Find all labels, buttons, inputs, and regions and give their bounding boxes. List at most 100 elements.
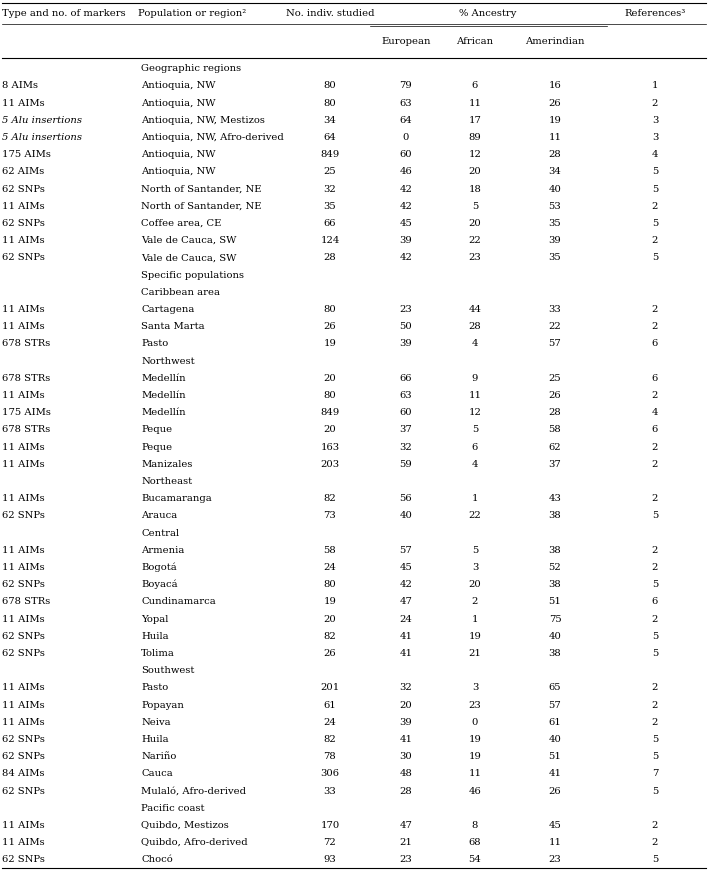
Text: 66: 66 (324, 219, 336, 228)
Text: 6: 6 (652, 340, 658, 348)
Text: 52: 52 (549, 563, 561, 572)
Text: 64: 64 (324, 132, 336, 142)
Text: 82: 82 (324, 632, 336, 641)
Text: 65: 65 (549, 684, 561, 693)
Text: Yopal: Yopal (141, 614, 169, 623)
Text: 78: 78 (324, 752, 336, 761)
Text: Huila: Huila (141, 735, 169, 744)
Text: 2: 2 (652, 460, 658, 469)
Text: 19: 19 (469, 735, 481, 744)
Text: 80: 80 (324, 391, 336, 400)
Text: 5: 5 (472, 202, 478, 211)
Text: 28: 28 (469, 322, 481, 331)
Text: 22: 22 (549, 322, 561, 331)
Text: 11 AIMs: 11 AIMs (2, 838, 45, 847)
Text: 5: 5 (652, 752, 658, 761)
Text: Medellín: Medellín (141, 408, 185, 417)
Text: Caribbean area: Caribbean area (141, 288, 220, 297)
Text: Antioquia, NW, Afro-derived: Antioquia, NW, Afro-derived (141, 132, 284, 142)
Text: Boyacá: Boyacá (141, 580, 178, 589)
Text: 11 AIMs: 11 AIMs (2, 443, 45, 452)
Text: 62 SNPs: 62 SNPs (2, 752, 45, 761)
Text: 80: 80 (324, 581, 336, 589)
Text: 26: 26 (324, 322, 336, 331)
Text: 18: 18 (469, 185, 481, 194)
Text: 5: 5 (652, 787, 658, 796)
Text: 37: 37 (399, 425, 412, 435)
Text: 2: 2 (472, 597, 478, 606)
Text: Northwest: Northwest (141, 356, 195, 365)
Text: 163: 163 (321, 443, 340, 452)
Text: 2: 2 (652, 563, 658, 572)
Text: 42: 42 (399, 253, 413, 262)
Text: 45: 45 (399, 563, 413, 572)
Text: 68: 68 (469, 838, 481, 847)
Text: 41: 41 (399, 649, 413, 658)
Text: 72: 72 (324, 838, 336, 847)
Text: 82: 82 (324, 494, 336, 503)
Text: 11 AIMs: 11 AIMs (2, 99, 45, 108)
Text: 89: 89 (469, 132, 481, 142)
Text: 28: 28 (324, 253, 336, 262)
Text: 35: 35 (549, 219, 561, 228)
Text: 23: 23 (469, 253, 481, 262)
Text: 62 SNPs: 62 SNPs (2, 787, 45, 796)
Text: African: African (457, 36, 493, 45)
Text: 175 AIMs: 175 AIMs (2, 150, 51, 159)
Text: 79: 79 (399, 81, 412, 91)
Text: References³: References³ (624, 9, 685, 18)
Text: 41: 41 (399, 632, 413, 641)
Text: 7: 7 (652, 769, 658, 778)
Text: 39: 39 (399, 340, 412, 348)
Text: 28: 28 (399, 787, 412, 796)
Text: 3: 3 (652, 132, 658, 142)
Text: Bogotá: Bogotá (141, 563, 177, 573)
Text: 46: 46 (399, 167, 412, 176)
Text: 6: 6 (472, 81, 478, 91)
Text: 11 AIMs: 11 AIMs (2, 684, 45, 693)
Text: 20: 20 (399, 701, 412, 709)
Text: Antioquia, NW: Antioquia, NW (141, 167, 215, 176)
Text: 12: 12 (469, 408, 481, 417)
Text: Specific populations: Specific populations (141, 270, 244, 279)
Text: 33: 33 (549, 305, 561, 314)
Text: Santa Marta: Santa Marta (141, 322, 205, 331)
Text: Arauca: Arauca (141, 511, 177, 520)
Text: 21: 21 (469, 649, 481, 658)
Text: 62 SNPs: 62 SNPs (2, 581, 45, 589)
Text: 2: 2 (652, 236, 658, 245)
Text: 75: 75 (549, 614, 561, 623)
Text: 6: 6 (652, 373, 658, 382)
Text: 56: 56 (400, 494, 412, 503)
Text: 66: 66 (400, 373, 412, 382)
Text: 24: 24 (399, 614, 413, 623)
Text: Peque: Peque (141, 443, 172, 452)
Text: 5: 5 (652, 253, 658, 262)
Text: 6: 6 (472, 443, 478, 452)
Text: 5: 5 (652, 511, 658, 520)
Text: % Ancestry: % Ancestry (459, 9, 517, 18)
Text: 5: 5 (652, 632, 658, 641)
Text: 62 SNPs: 62 SNPs (2, 632, 45, 641)
Text: 64: 64 (399, 116, 412, 124)
Text: 19: 19 (324, 597, 336, 606)
Text: 34: 34 (549, 167, 561, 176)
Text: 40: 40 (549, 185, 561, 194)
Text: 60: 60 (400, 408, 412, 417)
Text: 11 AIMs: 11 AIMs (2, 563, 45, 572)
Text: 306: 306 (321, 769, 340, 778)
Text: Pasto: Pasto (141, 340, 169, 348)
Text: 16: 16 (549, 81, 561, 91)
Text: Mulaló, Afro-derived: Mulaló, Afro-derived (141, 787, 246, 796)
Text: 2: 2 (652, 443, 658, 452)
Text: 11: 11 (469, 391, 481, 400)
Text: 3: 3 (652, 116, 658, 124)
Text: 62: 62 (549, 443, 561, 452)
Text: Tolima: Tolima (141, 649, 175, 658)
Text: 47: 47 (399, 597, 413, 606)
Text: 62 SNPs: 62 SNPs (2, 855, 45, 864)
Text: 203: 203 (321, 460, 340, 469)
Text: 5: 5 (652, 185, 658, 194)
Text: 32: 32 (399, 443, 412, 452)
Text: 11 AIMs: 11 AIMs (2, 305, 45, 314)
